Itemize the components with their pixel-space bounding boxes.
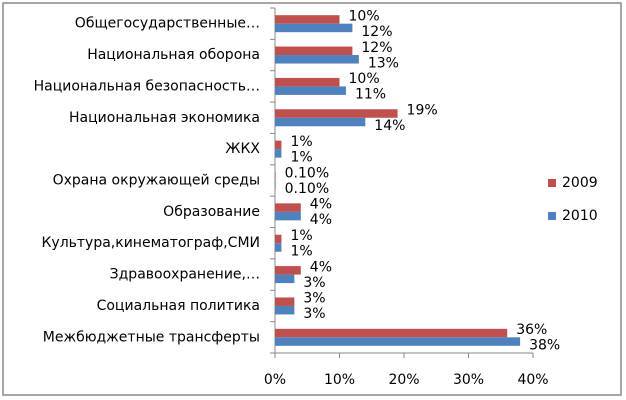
value-label: 38% bbox=[529, 338, 560, 354]
bar bbox=[275, 23, 353, 33]
bar bbox=[275, 15, 340, 24]
bar bbox=[275, 297, 295, 306]
value-label: 1% bbox=[290, 134, 312, 150]
value-label: 4% bbox=[310, 259, 332, 275]
bar bbox=[275, 337, 521, 346]
y-tick-label: Культура,кинематограф,СМИ bbox=[41, 235, 260, 251]
x-tick-label: 20% bbox=[388, 372, 419, 388]
value-label: 11% bbox=[355, 87, 386, 103]
bar bbox=[275, 117, 366, 127]
value-label: 1% bbox=[290, 149, 312, 165]
value-label: 1% bbox=[290, 243, 312, 259]
value-label: 3% bbox=[303, 275, 325, 291]
value-label: 12% bbox=[361, 24, 392, 40]
value-label: 1% bbox=[290, 228, 312, 244]
bar bbox=[275, 203, 301, 212]
y-tick-label: Национальная экономика bbox=[69, 110, 260, 126]
value-label: 3% bbox=[303, 291, 325, 307]
bar bbox=[275, 328, 508, 338]
bar bbox=[275, 140, 282, 150]
bar bbox=[275, 305, 295, 315]
y-tick-label: Общегосударственные… bbox=[75, 16, 260, 32]
value-label: 14% bbox=[374, 118, 405, 134]
y-tick-label: Межбюджетные трансферты bbox=[43, 329, 260, 345]
bar bbox=[275, 77, 340, 87]
value-label: 0.10% bbox=[285, 165, 329, 181]
x-tick-label: 40% bbox=[517, 372, 548, 388]
x-tick-label: 30% bbox=[453, 372, 484, 388]
value-label: 19% bbox=[407, 103, 438, 119]
y-tick-label: ЖКХ bbox=[225, 141, 260, 157]
value-label: 10% bbox=[349, 8, 380, 24]
value-label: 4% bbox=[310, 212, 332, 228]
x-tick-label: 10% bbox=[324, 372, 355, 388]
x-tick-label: 0% bbox=[264, 372, 286, 388]
bar bbox=[275, 46, 353, 56]
y-tick-label: Охрана окружающей среды bbox=[53, 173, 260, 189]
legend-swatch bbox=[548, 212, 556, 220]
value-label: 10% bbox=[349, 71, 380, 87]
value-label: 36% bbox=[516, 322, 547, 338]
y-tick-label: Социальная политика bbox=[97, 298, 260, 314]
y-tick-label: Здравоохранение,… bbox=[110, 267, 260, 283]
value-label: 13% bbox=[368, 55, 399, 71]
value-label: 12% bbox=[361, 40, 392, 56]
legend-label: 2010 bbox=[562, 208, 598, 224]
bar bbox=[275, 266, 301, 275]
value-label: 4% bbox=[310, 197, 332, 213]
legend-label: 2009 bbox=[562, 175, 598, 191]
bar bbox=[275, 172, 276, 181]
bar bbox=[275, 86, 346, 95]
legend-swatch bbox=[548, 179, 556, 187]
y-tick-label: Национальная оборона bbox=[87, 47, 260, 63]
y-tick-label: Национальная безопасность… bbox=[34, 78, 260, 94]
bar bbox=[275, 234, 282, 244]
bar bbox=[275, 55, 359, 64]
bar bbox=[275, 211, 301, 221]
y-tick-label: Образование bbox=[163, 204, 260, 220]
value-label: 3% bbox=[303, 306, 325, 322]
bar bbox=[275, 274, 295, 284]
bar bbox=[275, 109, 398, 118]
bar bbox=[275, 180, 276, 189]
value-label: 0.10% bbox=[285, 181, 329, 197]
bar bbox=[275, 243, 282, 252]
bar bbox=[275, 149, 282, 158]
